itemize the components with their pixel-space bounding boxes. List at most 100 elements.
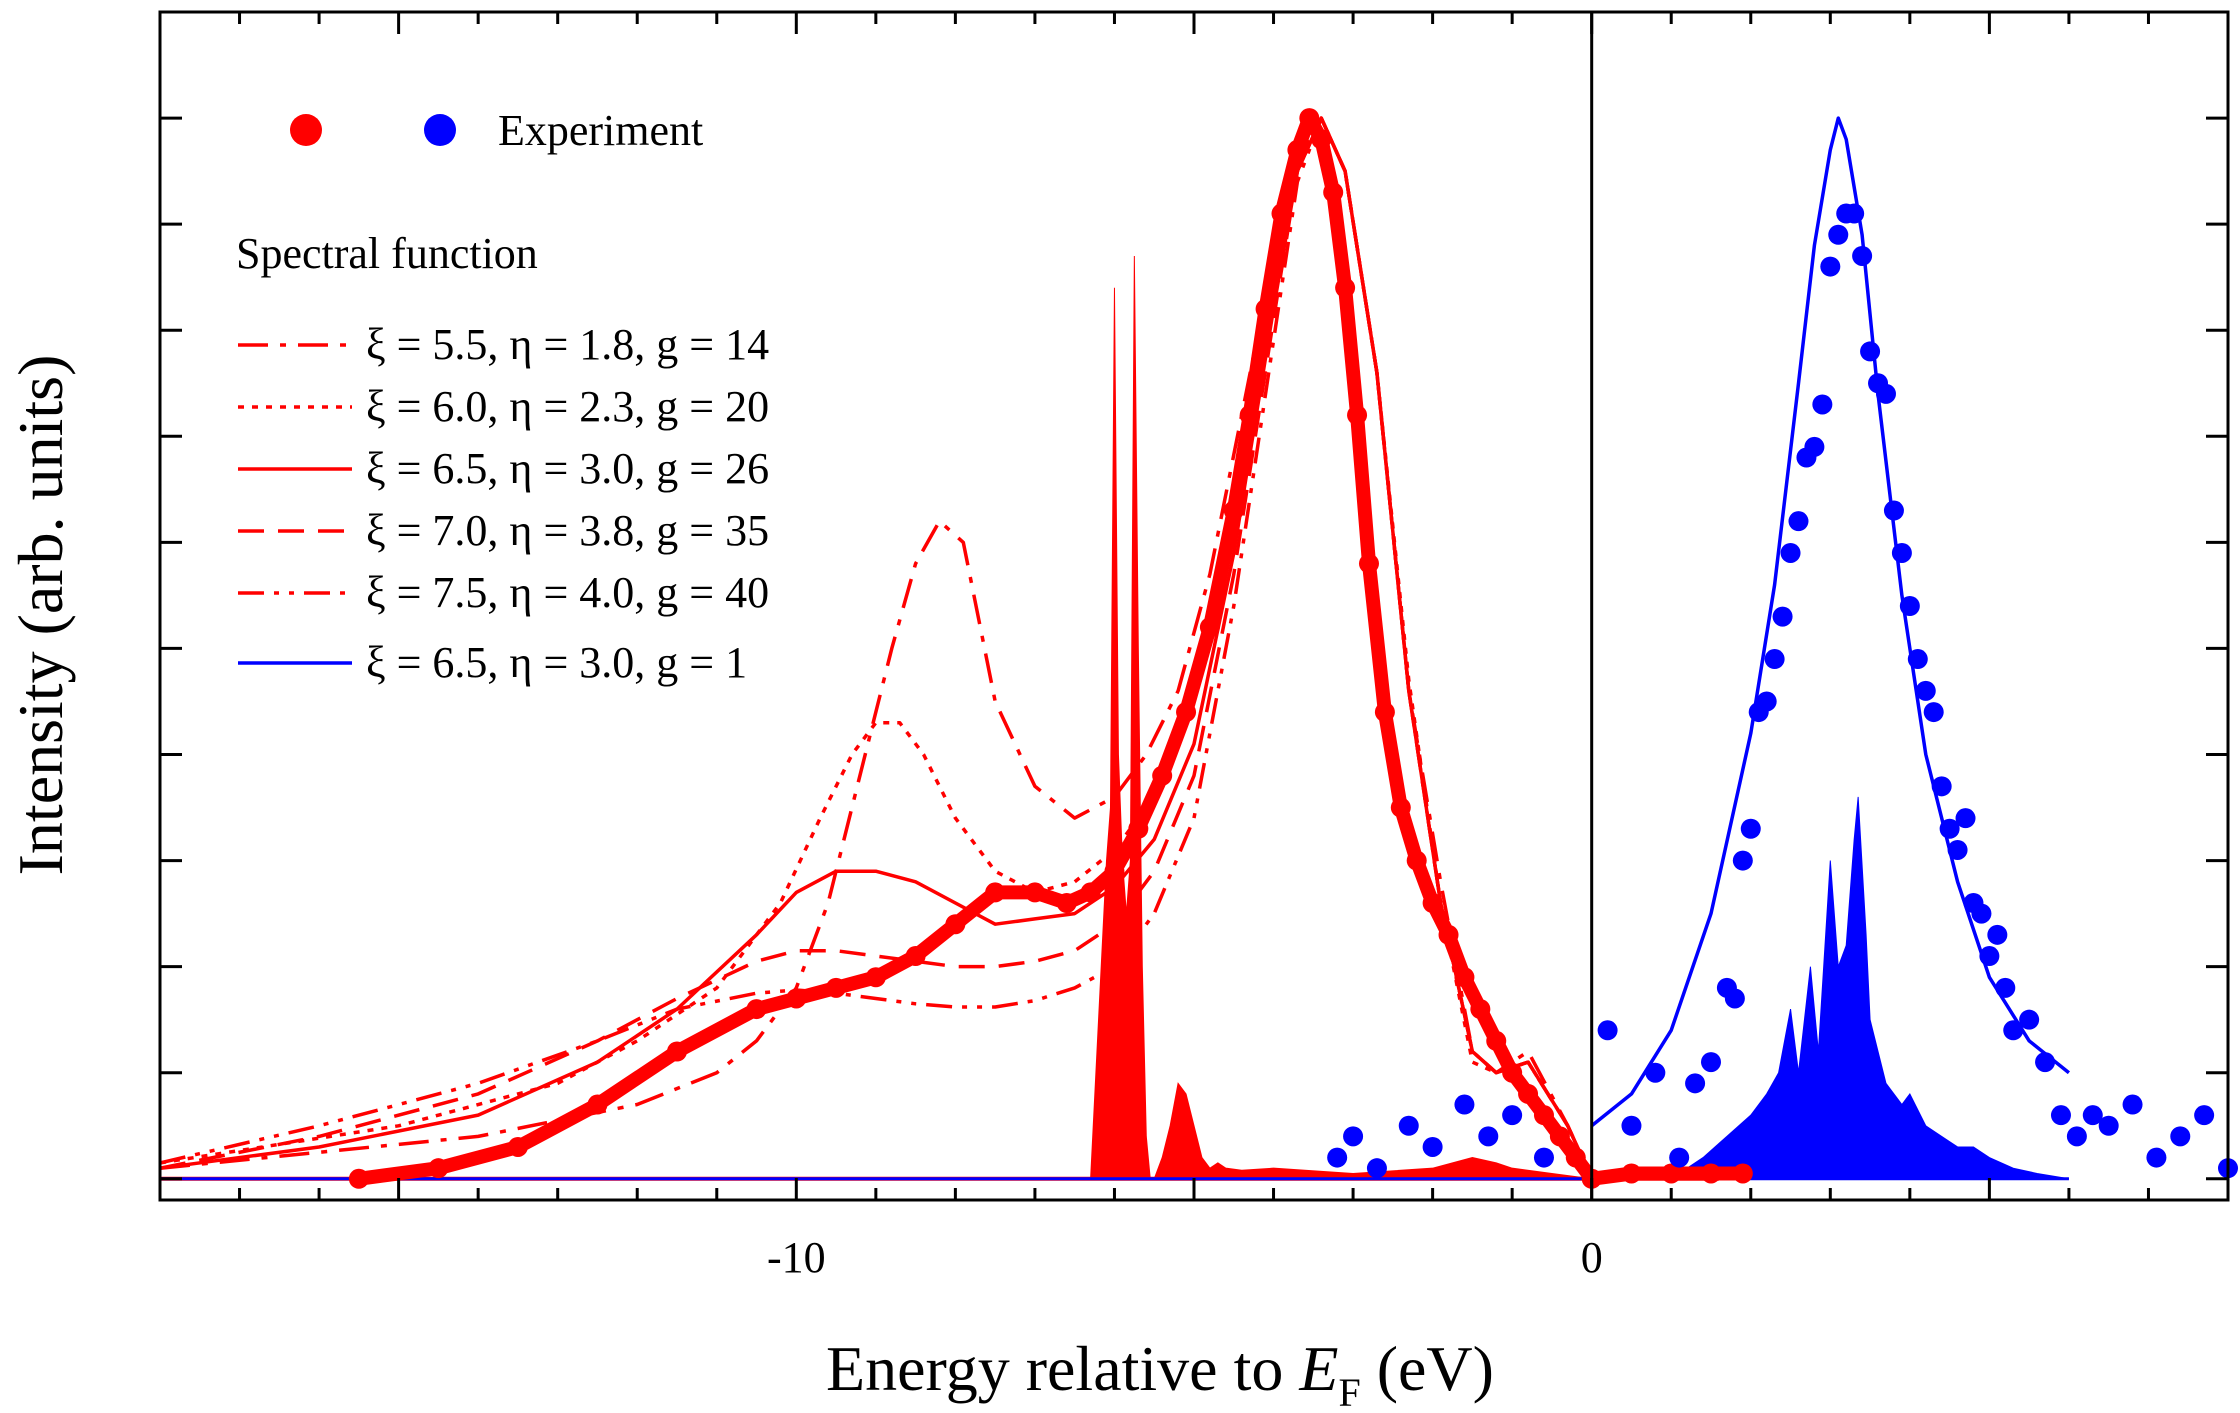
experiment-blue-point	[1812, 394, 1833, 415]
experiment-blue-point	[1979, 946, 2000, 967]
experiment-red-point	[1299, 108, 1320, 129]
x-axis-title: Energy relative to EF (eV)	[826, 1333, 1494, 1413]
legend-entry-label: ξ = 6.5, η = 3.0, g = 1	[366, 638, 747, 687]
experiment-blue-point	[1947, 839, 1968, 860]
experiment-blue-point	[1939, 818, 1960, 839]
experiment-blue-point	[1875, 383, 1896, 404]
experiment-red-point	[1335, 277, 1356, 298]
experiment-blue-point	[1645, 1062, 1666, 1083]
experiment-blue-point	[1828, 224, 1849, 245]
x-tick-label: 0	[1581, 1233, 1603, 1282]
experiment-red-point	[1549, 1126, 1570, 1147]
y-axis-title: Intensity (arb. units)	[5, 355, 76, 876]
axis-ticks	[160, 12, 2228, 1200]
experiment-red-point	[1024, 882, 1045, 903]
experiment-blue-point	[1502, 1105, 1523, 1126]
experiment-blue-point	[2170, 1126, 2191, 1147]
experiment-red-point	[1104, 861, 1125, 882]
experiment-red-point	[746, 999, 767, 1020]
experiment-blue-point	[1621, 1115, 1642, 1136]
experiment-blue-point	[1772, 606, 1793, 627]
spectral-series-1	[159, 116, 1594, 1180]
legend-entry-label: ξ = 7.0, η = 3.8, g = 35	[366, 506, 769, 555]
legend-experiment-red-marker	[290, 114, 322, 146]
experiment-red-point	[1358, 553, 1379, 574]
experiment-blue-point	[1923, 702, 1944, 723]
experiment-blue-point	[1597, 1020, 1618, 1041]
experiment-red-point	[1732, 1163, 1753, 1184]
experiment-blue-point	[1899, 596, 1920, 616]
experiment-blue-point	[1756, 691, 1777, 712]
experiment-blue-point	[1891, 542, 1912, 563]
experiment-red-point	[985, 882, 1006, 903]
experiment-blue-point	[1327, 1147, 1348, 1168]
experiment-blue-point	[1669, 1147, 1690, 1168]
experiment-red-point	[1438, 924, 1459, 945]
experiment-blue-point	[1883, 500, 1904, 521]
experiment-blue-point	[2019, 1009, 2040, 1030]
experiment-blue-point	[1454, 1094, 1475, 1115]
x-tick-label: -10	[767, 1233, 826, 1282]
experiment-red-point	[1176, 702, 1197, 723]
experiment-points-layer	[348, 108, 2238, 1189]
experiment-red-point	[1287, 139, 1308, 160]
experiment-blue-point	[1955, 808, 1976, 829]
experiment-red-point	[1701, 1163, 1721, 1184]
legend-experiment-blue-marker	[424, 114, 456, 146]
x-tick-labels: -10 0	[767, 1233, 1603, 1282]
experiment-red-point	[1152, 765, 1173, 786]
experiment-red-point	[1502, 1062, 1523, 1083]
experiment-blue-point	[1724, 988, 1745, 1009]
legend-experiment-label: Experiment	[498, 106, 703, 155]
spectral-series-4	[159, 116, 1594, 1180]
experiment-blue-point	[2098, 1115, 2119, 1136]
spectral-series-6	[1590, 116, 2070, 1128]
experiment-blue-point	[1995, 977, 2016, 998]
experiment-red-point	[428, 1158, 449, 1179]
legend-section-title: Spectral function	[236, 229, 538, 278]
experiment-blue-point	[2146, 1147, 2167, 1168]
experiment-blue-point	[1533, 1147, 1554, 1168]
experiment-blue-point	[2194, 1105, 2215, 1126]
experiment-red-point	[1533, 1105, 1554, 1126]
experiment-blue-point	[1915, 680, 1936, 701]
experiment-blue-point	[1788, 511, 1809, 532]
legend: Experiment Spectral function ξ = 5.5, η …	[236, 106, 769, 687]
experiment-blue-point	[1860, 341, 1881, 362]
experiment-blue-point	[1820, 256, 1841, 277]
experiment-blue-point	[1907, 649, 1928, 670]
experiment-blue-point	[1852, 245, 1873, 266]
legend-entry-label: ξ = 5.5, η = 1.8, g = 14	[366, 320, 769, 369]
experiment-red-point	[1347, 405, 1368, 426]
experiment-red-point	[1056, 893, 1077, 913]
legend-entry-label: ξ = 7.5, η = 4.0, g = 40	[366, 568, 769, 617]
experiment-red-point	[1486, 1030, 1507, 1051]
experiment-red-point	[865, 967, 886, 988]
experiment-blue-point	[1478, 1126, 1499, 1147]
dos-filled-layer	[1090, 255, 2070, 1180]
experiment-red-point	[1223, 500, 1244, 521]
experiment-blue-point	[1780, 542, 1801, 563]
experiment-red-point	[1621, 1163, 1642, 1184]
experiment-red-point	[348, 1168, 369, 1189]
legend-entry-label: ξ = 6.0, η = 2.3, g = 20	[366, 382, 769, 431]
experiment-blue-point	[1422, 1136, 1443, 1157]
experiment-red-point	[1390, 797, 1411, 818]
experiment-red-point	[1255, 299, 1276, 319]
experiment-blue-point	[1804, 436, 1825, 457]
experiment-red-point	[1311, 129, 1332, 150]
experiment-red-point	[1199, 617, 1220, 638]
experiment-red-point	[1422, 893, 1443, 913]
experiment-blue-point	[1343, 1126, 1364, 1147]
legend-entry-label: ξ = 6.5, η = 3.0, g = 26	[366, 444, 769, 493]
experiment-red-point	[1565, 1147, 1586, 1168]
experiment-red-point	[905, 946, 926, 967]
experiment-red-point	[1271, 203, 1292, 224]
experiment-red-point	[1374, 702, 1395, 723]
experiment-blue-point	[1740, 818, 1761, 839]
experiment-red-point	[786, 988, 807, 1009]
experiment-blue-point	[1931, 776, 1952, 797]
experiment-blue-point	[1987, 924, 2008, 945]
experiment-red-point	[1239, 405, 1260, 426]
